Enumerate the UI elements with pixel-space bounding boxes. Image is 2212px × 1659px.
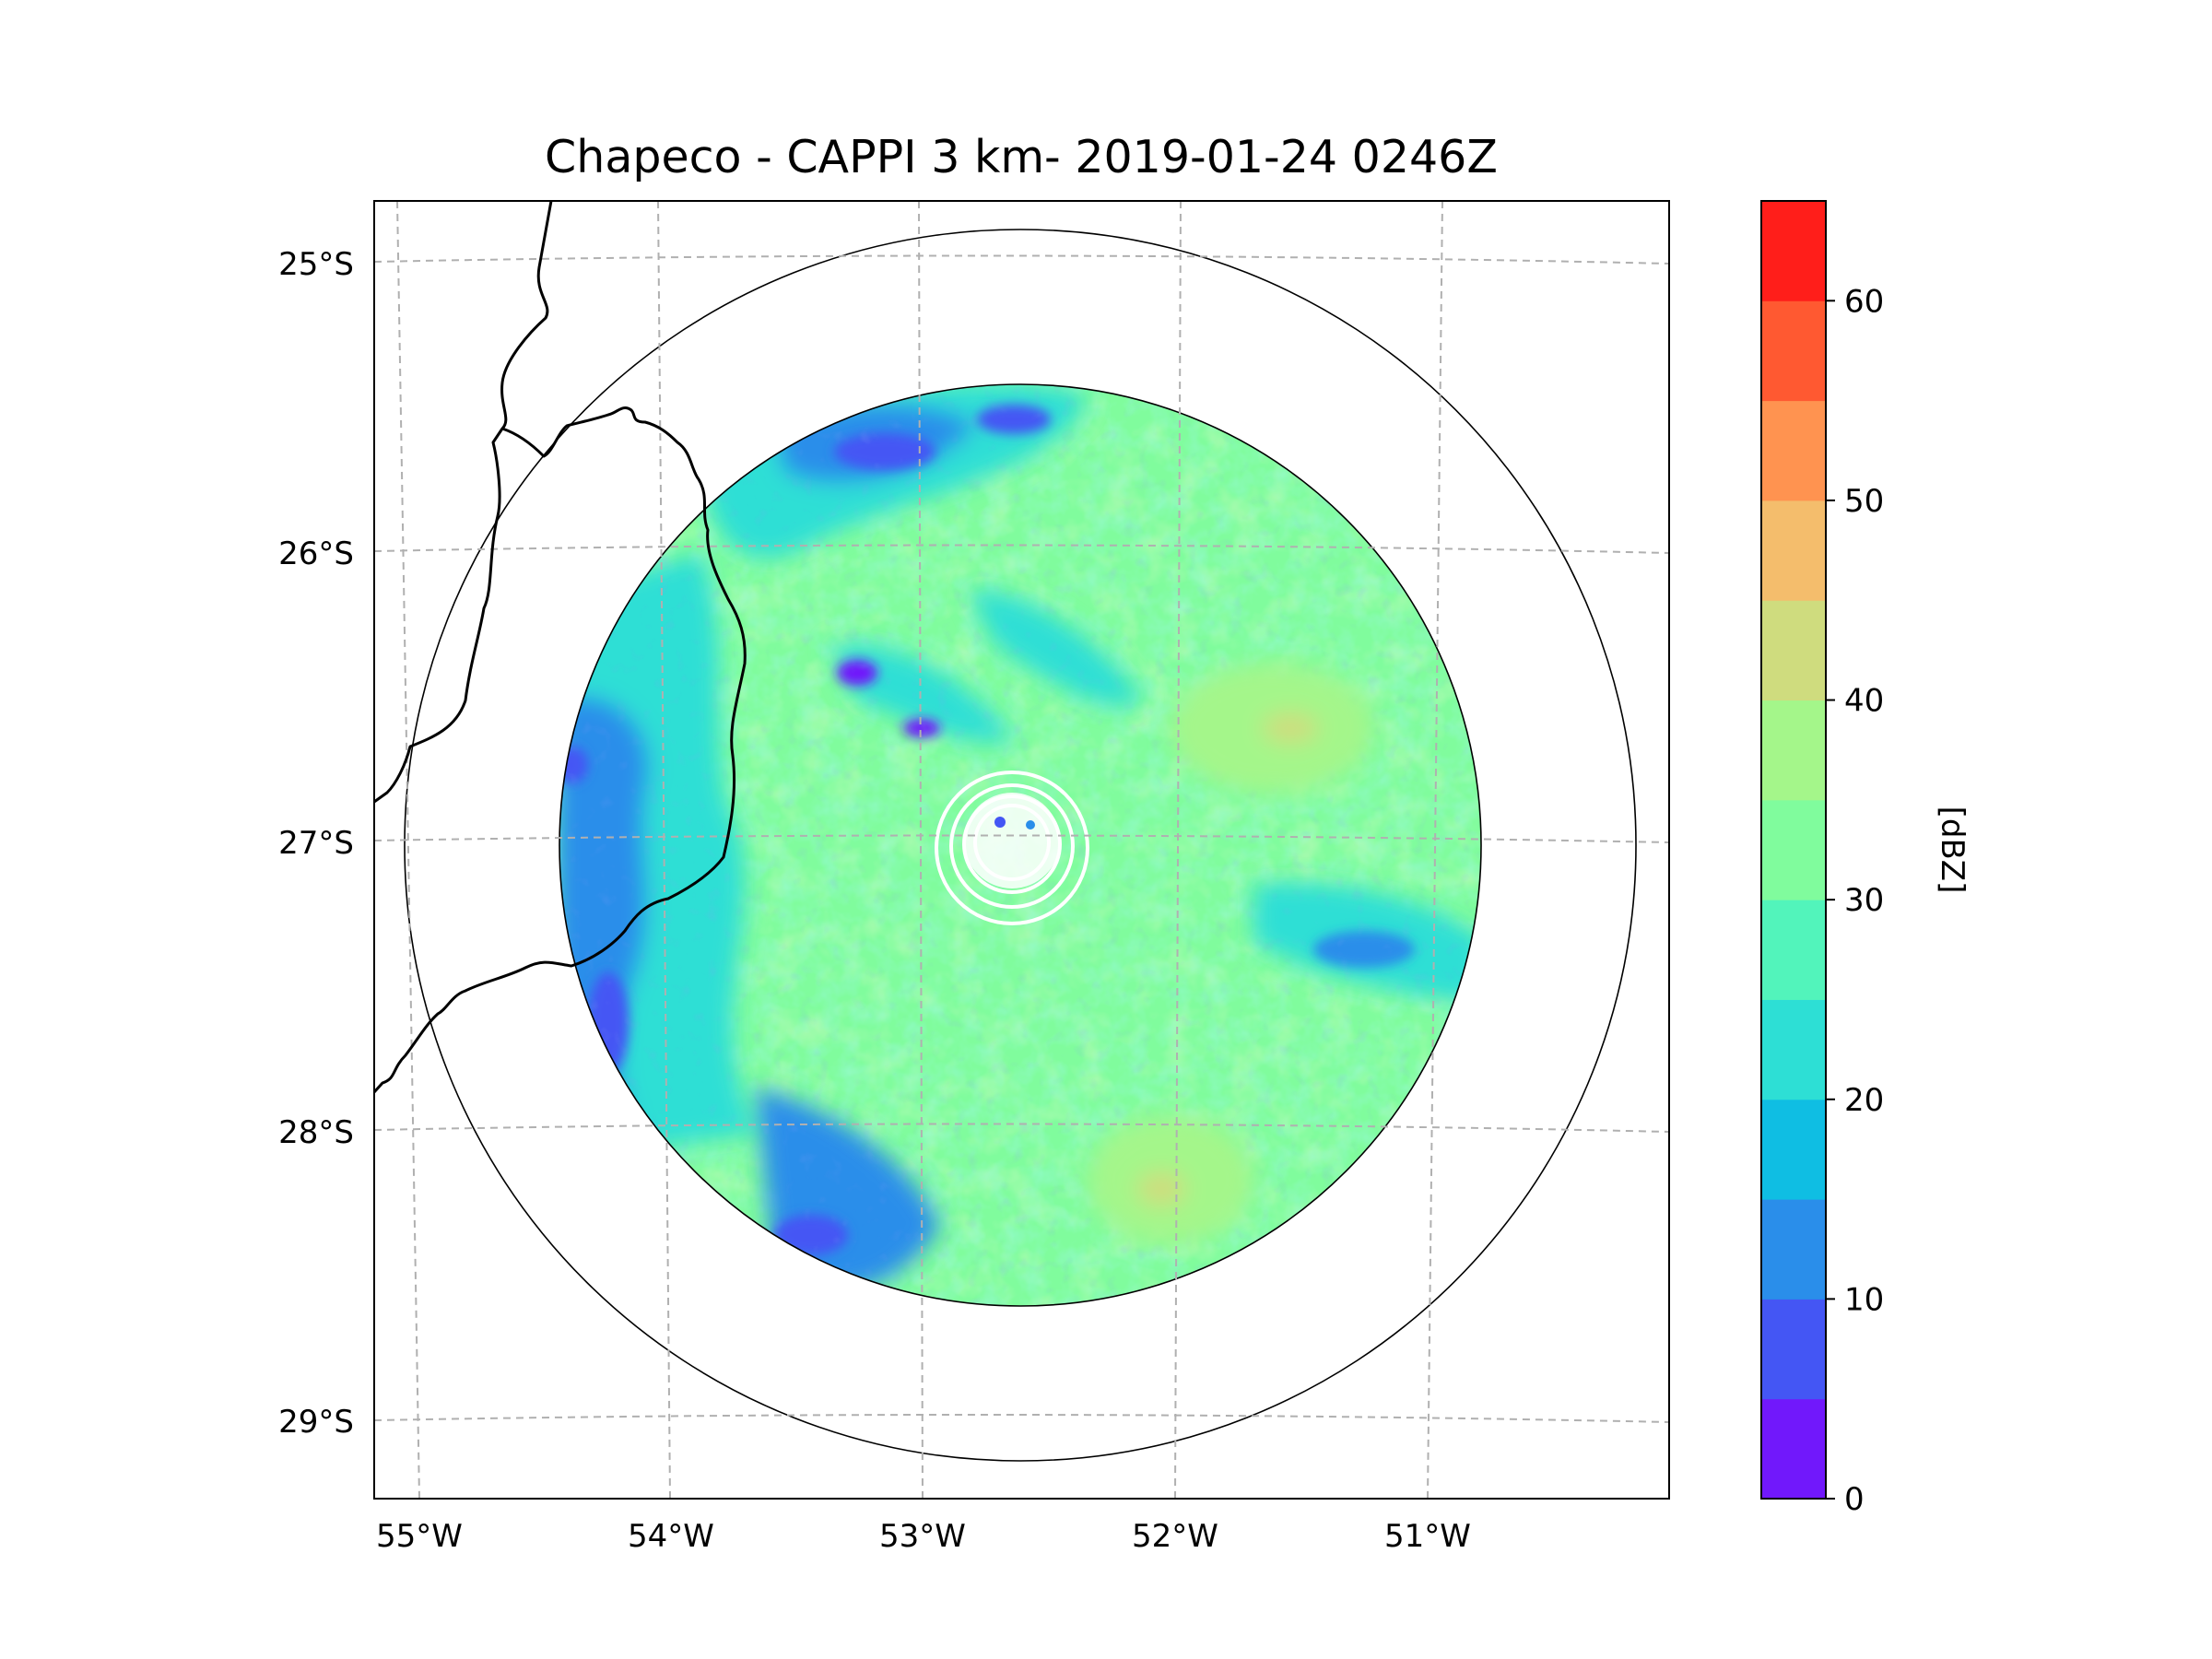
gridline-lat-26	[374, 544, 1669, 554]
colorbar-segment	[1761, 999, 1826, 1100]
center-blue-dot	[994, 817, 1006, 828]
gridline-lat-28	[374, 1123, 1669, 1133]
argentina-paraguay-border	[374, 201, 553, 804]
x-tick-label: 51°W	[1384, 1518, 1471, 1555]
y-tick-label: 28°S	[278, 1114, 354, 1151]
colorbar-tick-label: 60	[1844, 283, 1884, 320]
colorbar-segment	[1761, 1398, 1826, 1500]
east-northeast-peak	[1263, 713, 1318, 743]
colorbar-segment	[1761, 500, 1826, 601]
center-ring-1	[935, 771, 1089, 925]
colorbar: 0 10 20 30 40 50 60 [dBZ]	[1760, 200, 1971, 1518]
x-tick-label: 52°W	[1132, 1518, 1218, 1555]
x-axis: 55°W 54°W 53°W 52°W 51°W	[376, 1518, 1471, 1555]
colorbar-segment	[1761, 1199, 1826, 1300]
colorbar-segment	[1761, 1299, 1826, 1400]
gridline-lat-29	[374, 1413, 1669, 1423]
colorbar-frame	[1760, 200, 1827, 1500]
colorbar-tick-label: 0	[1844, 1481, 1865, 1518]
colorbar-segment	[1761, 900, 1826, 1000]
gridline-lon-53	[918, 201, 924, 1499]
x-tick-label: 53°W	[879, 1518, 966, 1555]
gridline-lon-55	[396, 201, 420, 1499]
colorbar-segments	[1761, 201, 1826, 1500]
chart-title: Chapeco - CAPPI 3 km- 2019-01-24 0246Z	[545, 131, 1498, 183]
gridlines	[374, 201, 1669, 1499]
colorbar-tick-label: 30	[1844, 882, 1884, 919]
center-blue-dot	[1026, 820, 1035, 830]
radar-center	[935, 771, 1089, 925]
gridline-lat-25	[374, 254, 1669, 265]
colorbar-segment	[1761, 1099, 1826, 1200]
colorbar-segment	[1761, 700, 1826, 801]
x-tick-label: 55°W	[376, 1518, 463, 1555]
colorbar-tick-label: 10	[1844, 1281, 1884, 1318]
y-axis: 25°S 26°S 27°S 28°S 29°S	[278, 246, 354, 1441]
y-tick-label: 27°S	[278, 825, 354, 862]
gridline-lon-54	[657, 201, 671, 1499]
center-ring-3	[962, 794, 1062, 894]
map-area	[374, 201, 1669, 1499]
colorbar-segment	[1761, 201, 1826, 301]
data-coverage-ring	[559, 383, 1482, 1307]
brazil-argentina-border	[374, 406, 747, 1094]
center-ring-4	[973, 804, 1051, 881]
colorbar-tick-label: 50	[1844, 483, 1884, 520]
center-ring-2	[949, 783, 1075, 909]
boundaries	[374, 201, 747, 1094]
colorbar-segment	[1761, 799, 1826, 900]
south-southeast-peak	[1137, 1172, 1185, 1206]
gridline-lat-27	[374, 834, 1669, 843]
gridline-lon-51	[1427, 201, 1443, 1499]
colorbar-segment	[1761, 400, 1826, 501]
colorbar-tick-label: 40	[1844, 683, 1884, 720]
colorbar-segment	[1761, 600, 1826, 701]
colorbar-segment	[1761, 300, 1826, 402]
higher-echo-regions	[1088, 664, 1373, 1244]
colorbar-ticks: 0 10 20 30 40 50 60	[1826, 283, 1884, 1518]
map-frame	[373, 200, 1670, 1500]
outer-range-ring	[404, 229, 1637, 1462]
colorbar-tick-label: 20	[1844, 1082, 1884, 1119]
gridline-lon-52	[1174, 201, 1182, 1499]
y-tick-label: 29°S	[278, 1404, 354, 1441]
x-tick-label: 54°W	[628, 1518, 714, 1555]
y-tick-label: 26°S	[278, 535, 354, 572]
y-tick-label: 25°S	[278, 246, 354, 283]
colorbar-label: [dBZ]	[1934, 806, 1971, 894]
